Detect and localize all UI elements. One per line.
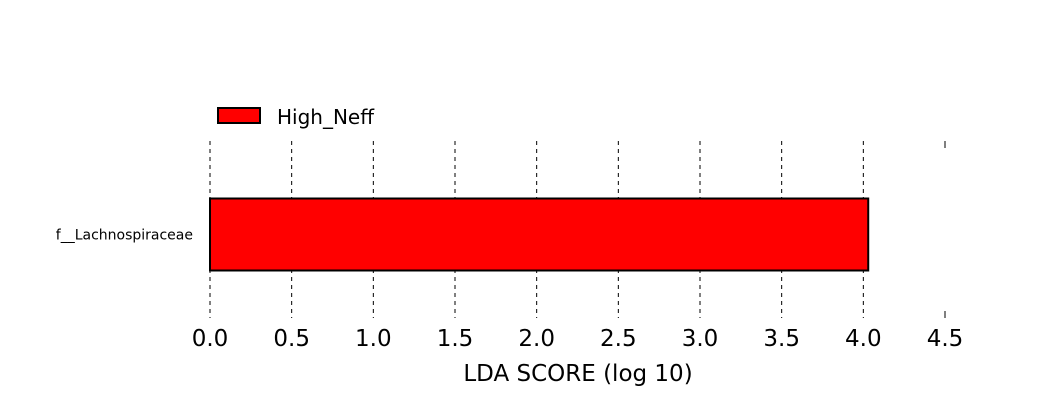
bar <box>209 197 870 272</box>
x-tick-label: 3.5 <box>763 326 800 352</box>
x-tick-label: 2.5 <box>600 326 637 352</box>
x-tick-label: 0.0 <box>192 326 229 352</box>
x-tick-layer: 0.0 0.5 1.0 1.5 2.0 2.5 3.0 3.5 4.0 4.5 <box>192 326 964 352</box>
legend-swatch <box>217 107 261 124</box>
x-axis-label: LDA SCORE (log 10) <box>463 361 692 387</box>
bar-layer <box>209 197 870 272</box>
y-tick-label: f__Lachnospiraceae <box>56 228 193 244</box>
legend-label: High_Neff <box>277 105 375 129</box>
x-tick-label: 0.5 <box>273 326 310 352</box>
y-tick-layer: f__Lachnospiraceae <box>56 228 193 244</box>
x-tick-label: 2.0 <box>518 326 555 352</box>
x-tick-label: 4.5 <box>927 326 964 352</box>
x-tick-label: 4.0 <box>845 326 882 352</box>
x-tick-label: 3.0 <box>682 326 719 352</box>
x-tick-label: 1.0 <box>355 326 392 352</box>
x-tick-label: 1.5 <box>437 326 474 352</box>
legend: High_Neff <box>217 105 375 129</box>
